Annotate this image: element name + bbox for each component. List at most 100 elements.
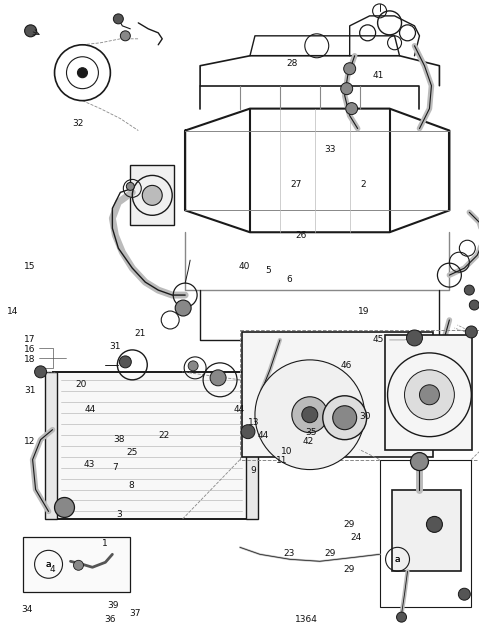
Circle shape — [458, 588, 470, 600]
Circle shape — [35, 366, 47, 378]
Text: 42: 42 — [302, 437, 313, 446]
Text: 31: 31 — [109, 342, 120, 351]
Text: a: a — [46, 560, 51, 569]
Text: 46: 46 — [341, 361, 352, 370]
Circle shape — [73, 560, 84, 570]
Text: a: a — [395, 555, 400, 564]
Circle shape — [24, 25, 36, 37]
Circle shape — [188, 361, 198, 371]
Text: 25: 25 — [127, 448, 138, 457]
Text: 14: 14 — [7, 307, 18, 316]
Text: 33: 33 — [324, 145, 336, 154]
Circle shape — [464, 285, 474, 295]
Text: 10: 10 — [281, 447, 293, 456]
Circle shape — [420, 385, 439, 404]
Text: 4: 4 — [49, 565, 55, 574]
Text: 29: 29 — [324, 549, 336, 558]
Text: 20: 20 — [75, 380, 87, 389]
Circle shape — [302, 407, 318, 423]
Text: 43: 43 — [84, 459, 95, 468]
Circle shape — [346, 103, 358, 115]
Bar — [246, 372, 258, 519]
Text: 19: 19 — [358, 307, 369, 316]
FancyArrowPatch shape — [263, 416, 293, 429]
Text: 34: 34 — [21, 605, 33, 614]
Circle shape — [142, 186, 162, 205]
Bar — [45, 372, 57, 519]
Bar — [380, 459, 471, 607]
Circle shape — [410, 452, 429, 471]
Text: 29: 29 — [343, 565, 355, 574]
Text: 3: 3 — [117, 510, 122, 519]
Circle shape — [405, 370, 455, 420]
FancyArrowPatch shape — [284, 372, 299, 402]
Circle shape — [77, 68, 87, 78]
Text: 40: 40 — [238, 262, 250, 271]
Text: 30: 30 — [360, 412, 371, 421]
Text: 29: 29 — [343, 520, 355, 529]
Circle shape — [292, 397, 328, 433]
Text: 44: 44 — [257, 431, 269, 440]
Text: a: a — [395, 555, 400, 564]
Circle shape — [469, 300, 480, 310]
Bar — [384, 335, 472, 450]
Circle shape — [426, 516, 443, 532]
Text: 21: 21 — [135, 329, 146, 338]
Text: 37: 37 — [129, 609, 141, 618]
Text: 23: 23 — [283, 549, 295, 558]
Text: 44: 44 — [85, 406, 96, 415]
Text: 1: 1 — [102, 539, 108, 548]
Text: 41: 41 — [372, 71, 384, 80]
Text: 13: 13 — [248, 418, 259, 427]
Text: 31: 31 — [24, 387, 36, 396]
Text: 12: 12 — [24, 437, 35, 446]
Text: 32: 32 — [72, 119, 84, 128]
Bar — [130, 165, 174, 225]
Circle shape — [333, 406, 357, 429]
Text: 6: 6 — [286, 275, 292, 284]
Text: 24: 24 — [350, 533, 361, 542]
Circle shape — [341, 83, 353, 94]
Bar — [52, 372, 250, 519]
Circle shape — [344, 63, 356, 75]
Text: a: a — [46, 560, 51, 569]
FancyArrowPatch shape — [327, 413, 355, 440]
Bar — [242, 332, 433, 457]
Circle shape — [210, 370, 226, 386]
Text: 17: 17 — [24, 336, 35, 345]
Circle shape — [323, 396, 367, 440]
Circle shape — [120, 356, 132, 368]
Circle shape — [465, 326, 477, 338]
Text: 5: 5 — [265, 265, 271, 274]
Bar — [23, 537, 130, 592]
Text: 2: 2 — [360, 180, 366, 189]
Circle shape — [120, 31, 130, 41]
Text: 39: 39 — [108, 601, 119, 610]
Text: 44: 44 — [233, 406, 245, 415]
Text: 7: 7 — [112, 463, 118, 471]
Circle shape — [175, 300, 191, 316]
Text: 15: 15 — [24, 262, 35, 271]
Circle shape — [407, 330, 422, 346]
Text: 45: 45 — [372, 336, 384, 345]
Text: 36: 36 — [104, 615, 116, 624]
FancyArrowPatch shape — [316, 377, 346, 400]
Text: 22: 22 — [159, 431, 170, 440]
Text: 35: 35 — [305, 427, 317, 437]
Text: 38: 38 — [114, 435, 125, 445]
Text: 28: 28 — [286, 59, 298, 68]
Text: 1364: 1364 — [295, 616, 317, 625]
Circle shape — [55, 498, 74, 517]
Circle shape — [113, 14, 123, 24]
Text: 11: 11 — [276, 456, 288, 465]
Text: 8: 8 — [128, 481, 134, 490]
Text: 18: 18 — [24, 355, 35, 364]
Text: 9: 9 — [251, 466, 256, 475]
Bar — [392, 489, 461, 571]
Circle shape — [396, 612, 407, 622]
Circle shape — [126, 182, 134, 190]
FancyArrowPatch shape — [297, 433, 318, 463]
Text: 27: 27 — [291, 180, 302, 189]
Text: 26: 26 — [296, 230, 307, 239]
Circle shape — [255, 360, 365, 470]
